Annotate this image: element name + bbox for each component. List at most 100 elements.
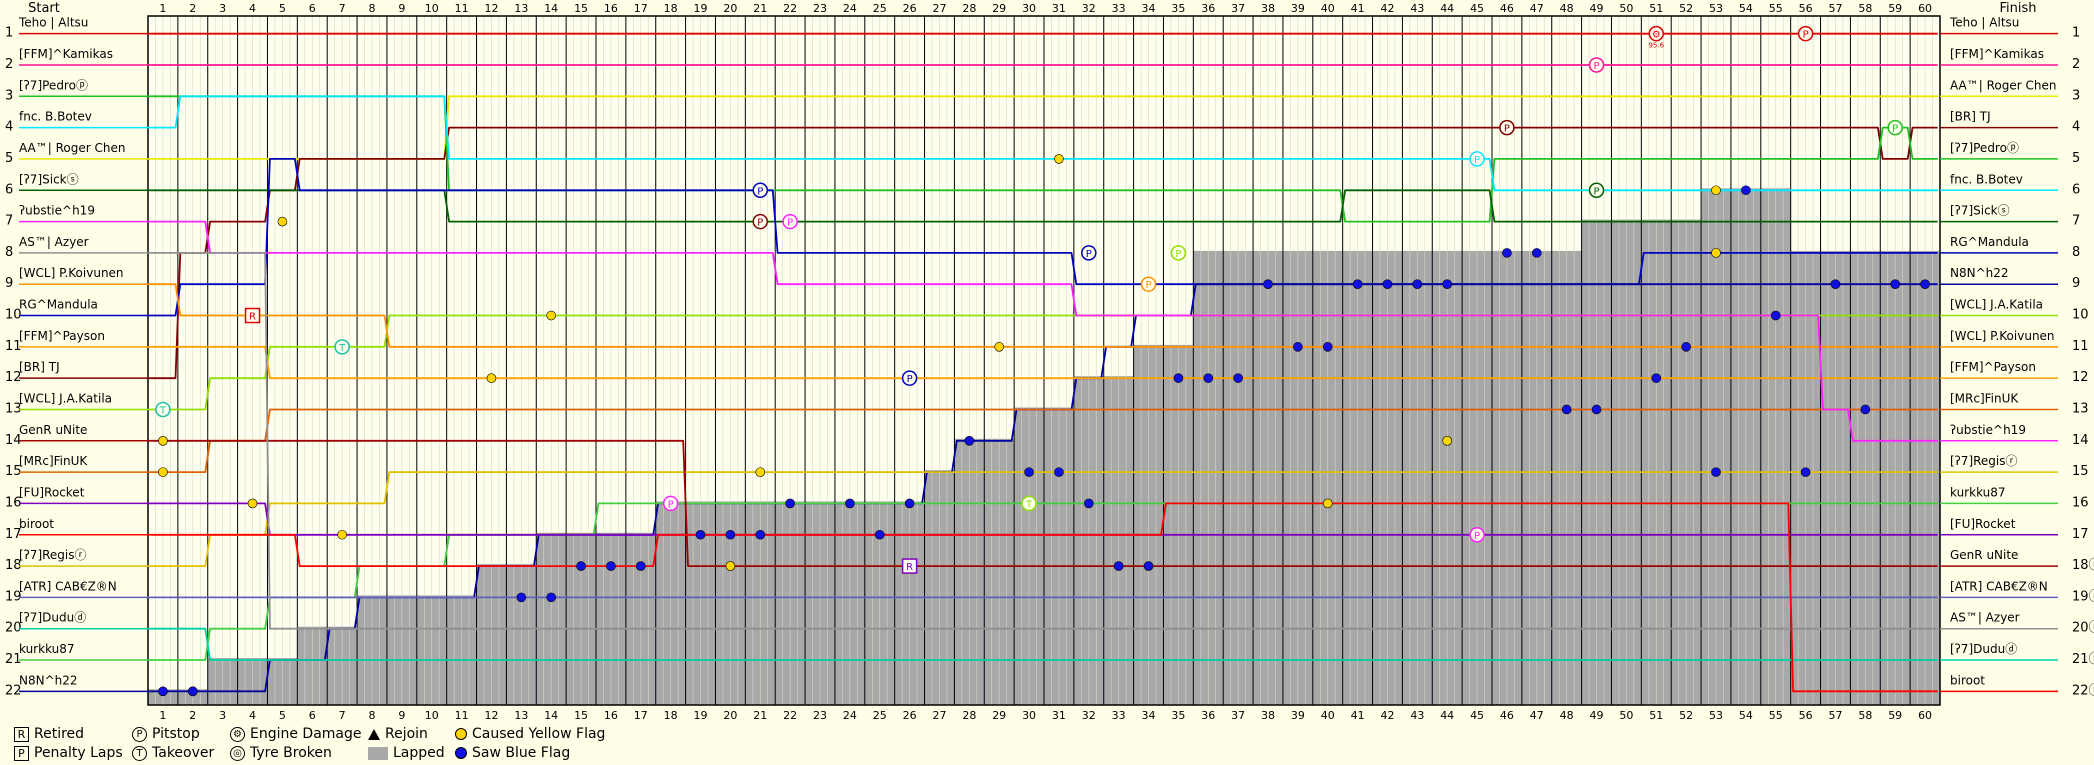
pitstop-marker: [752, 182, 769, 198]
start-driver-name: [FU]Rocket: [19, 485, 85, 499]
lap-tick-top: 5: [279, 2, 286, 15]
position-tick-right: 10: [2072, 308, 2089, 323]
lap-tick-top: 51: [1649, 2, 1663, 15]
finish-driver-name: [FFM]^Payson: [1950, 360, 2036, 374]
lap-tick-bottom: 19: [694, 709, 708, 722]
lap-tick-top: 25: [873, 2, 887, 15]
lap-tick-top: 24: [843, 2, 857, 15]
tyre-icon: ◎: [230, 745, 245, 761]
lap-tick-top: 45: [1470, 2, 1484, 15]
lap-tick-bottom: 11: [455, 709, 469, 722]
start-driver-name: [ATR] CAB€Z®N: [19, 579, 117, 593]
finish-driver-name: GenR uNite: [1950, 548, 2018, 562]
blue-flag-marker: [725, 529, 736, 540]
retired-marker: [244, 307, 261, 324]
legend-takeover-label: Takeover: [152, 745, 215, 761]
lap-tick-top: 4: [249, 2, 256, 15]
pitstop-marker: [1499, 119, 1515, 136]
series-line: [150, 126, 1938, 380]
blue-flag-marker: [1024, 467, 1034, 477]
position-tick-left: 10: [5, 308, 22, 323]
position-tick-left: 20: [5, 621, 22, 636]
chart-legend: R Retired P Penalty Laps P Pitstop T Tak…: [14, 726, 654, 762]
blue-flag-marker: [1830, 279, 1841, 290]
lap-tick-top: 34: [1142, 2, 1156, 15]
pitstop-marker-label: P: [1175, 249, 1181, 260]
start-driver-name: biroot: [19, 517, 54, 531]
lap-tick-bottom: 24: [843, 709, 857, 722]
start-driver-name: [WCL] P.Koivunen: [19, 266, 124, 280]
position-tick-right: 11: [2072, 339, 2089, 354]
yellow-flag-marker: [725, 561, 736, 571]
lap-tick-bottom: 29: [992, 709, 1006, 722]
lap-tick-top: 22: [783, 2, 797, 15]
legend-rejoin: Rejoin: [368, 726, 428, 742]
blue-flag-marker: [1412, 279, 1423, 290]
blue-flag-marker: [1502, 248, 1512, 258]
blue-flag-marker: [1920, 279, 1930, 290]
lap-tick-top: 15: [574, 2, 588, 15]
position-tick-left: 13: [5, 401, 22, 416]
blue-flag-marker: [1711, 467, 1721, 477]
pitstop-marker-label: P: [1594, 61, 1600, 72]
finish-driver-name: AS™| Azyer: [1950, 611, 2020, 625]
yellow-flag-marker: [1711, 248, 1721, 258]
retired-icon: R: [14, 726, 29, 742]
lap-tick-bottom: 49: [1590, 709, 1604, 722]
yellow-flag-marker: [277, 216, 288, 227]
lap-tick-bottom: 47: [1530, 709, 1544, 722]
blue-flag-marker: [1442, 279, 1452, 290]
pitstop-marker: [1588, 182, 1605, 198]
position-tick-left: 22: [5, 683, 22, 698]
blue-flag-marker: [606, 561, 616, 571]
series-line: [150, 627, 1938, 661]
pitstop-marker-label: P: [668, 499, 674, 510]
lap-tick-bottom: 56: [1799, 709, 1813, 722]
position-tick-left: 7: [5, 214, 13, 229]
lap-tick-bottom: 40: [1321, 709, 1335, 722]
takeover-marker-label: T: [338, 343, 346, 354]
engine-marker-label: ⚙: [1652, 30, 1661, 41]
finish-driver-name: kurkku87: [1950, 485, 2006, 499]
yellow-flag-marker: [994, 342, 1005, 352]
lap-tick-top: 43: [1410, 2, 1424, 15]
start-driver-name: [MRc]FinUK: [19, 454, 88, 468]
lap-tick-top: 11: [455, 2, 469, 15]
legend-lapped: Lapped: [368, 745, 445, 761]
blue-flag-marker: [1233, 373, 1243, 383]
lap-tick-top: 33: [1112, 2, 1126, 15]
legend-engine: ⚙ Engine Damage: [230, 726, 362, 742]
lap-tick-bottom: 59: [1888, 709, 1902, 722]
lap-tick-bottom: 35: [1171, 709, 1185, 722]
blue-flag-marker: [1084, 498, 1094, 509]
lap-tick-bottom: 14: [544, 709, 558, 722]
position-tick-left: 5: [5, 151, 13, 166]
series-line: [150, 220, 1938, 442]
engine-icon: ⚙: [230, 726, 245, 742]
pitstop-marker-label: P: [757, 218, 763, 229]
takeover-marker-label: T: [159, 405, 167, 416]
lap-tick-bottom: 50: [1619, 709, 1633, 722]
pitstop-marker-label: P: [1474, 155, 1480, 166]
lap-tick-top: 9: [398, 2, 405, 15]
takeover-icon: T: [132, 745, 147, 761]
position-tick-right: 4: [2072, 120, 2080, 135]
lap-tick-top: 32: [1082, 2, 1096, 15]
position-tick-right: 9: [2072, 276, 2080, 291]
takeover-marker: [1021, 495, 1037, 512]
pitstop-marker: [1469, 151, 1485, 167]
start-driver-name: N8N^h22: [19, 673, 78, 687]
position-tick-left: 15: [5, 464, 22, 479]
pitstop-marker: [782, 213, 798, 230]
pitstop-marker: [1588, 57, 1605, 73]
position-tick-right: 14: [2072, 433, 2089, 448]
pitstop-marker: [901, 370, 918, 386]
blue-flag-marker: [1681, 342, 1691, 352]
blue-flag-marker: [964, 435, 975, 446]
lap-tick-bottom: 38: [1261, 709, 1275, 722]
pitstop-marker-label: P: [907, 374, 913, 385]
pitstop-marker: [1469, 527, 1485, 543]
lap-tick-bottom: 58: [1858, 709, 1872, 722]
lap-tick-top: 49: [1590, 2, 1604, 15]
start-driver-name: RG^Mandula: [19, 298, 98, 312]
